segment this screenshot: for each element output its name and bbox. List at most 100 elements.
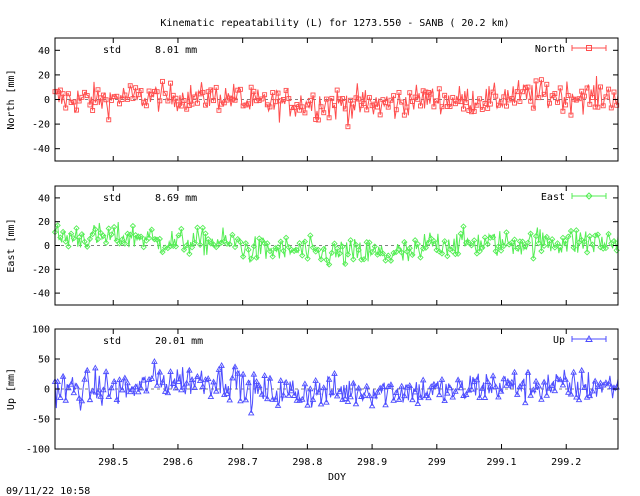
data-point (549, 236, 556, 243)
data-point (254, 98, 260, 104)
data-point (538, 395, 545, 402)
data-point (500, 375, 508, 382)
legend-swatch (571, 192, 607, 200)
data-point (200, 89, 206, 95)
data-point (347, 237, 354, 244)
data-point (567, 227, 575, 235)
data-point (280, 97, 286, 102)
data-point (170, 92, 176, 98)
data-point (159, 378, 166, 385)
data-point (484, 378, 491, 385)
data-point (442, 92, 448, 98)
data-point (323, 256, 330, 263)
data-point (586, 233, 593, 240)
y-tick-label: 40 (38, 46, 50, 57)
data-point (113, 396, 121, 402)
data-point (573, 97, 579, 103)
data-point (270, 90, 276, 95)
data-point (603, 94, 609, 100)
data-point (406, 245, 413, 252)
data-point (584, 85, 590, 91)
data-point (215, 365, 223, 372)
data-point (89, 230, 96, 238)
y-tick-label: 20 (38, 217, 50, 228)
data-point (331, 240, 338, 247)
x-tick-label: 298.5 (98, 457, 128, 468)
data-point (196, 241, 204, 248)
chart-title: Kinematic repeatability (L) for 1273.550… (160, 18, 509, 29)
data-point (513, 390, 521, 397)
data-point (590, 95, 595, 100)
data-point (578, 366, 585, 373)
data-point (264, 395, 271, 402)
data-point (199, 224, 206, 232)
data-point (347, 393, 354, 400)
data-point (100, 232, 107, 239)
data-point (606, 86, 612, 92)
data-point (151, 358, 158, 364)
data-point (430, 380, 438, 387)
data-point (419, 376, 427, 383)
data-point (129, 222, 137, 230)
data-point (168, 80, 174, 86)
data-point (242, 396, 250, 403)
data-point (452, 101, 458, 107)
data-point (567, 390, 575, 397)
data-point (608, 383, 615, 390)
data-point (197, 91, 203, 97)
data-point (320, 245, 327, 253)
data-point (289, 104, 294, 110)
data-point (597, 244, 604, 251)
data-point (140, 243, 147, 251)
data-point (522, 399, 529, 406)
data-point (119, 236, 126, 243)
data-point (489, 372, 497, 379)
data-point (350, 379, 357, 386)
data-point (172, 384, 180, 391)
data-point (74, 107, 79, 113)
data-point (576, 96, 582, 102)
data-point (269, 253, 276, 260)
data-point (482, 100, 488, 106)
data-point (500, 242, 507, 250)
data-point (63, 105, 69, 111)
data-point (148, 226, 155, 233)
x-tick-label: 298.6 (163, 457, 193, 468)
data-point (506, 97, 512, 103)
data-point (570, 244, 577, 251)
data-point (304, 401, 311, 408)
data-point (610, 237, 618, 245)
data-point (307, 232, 314, 239)
data-point (492, 248, 499, 255)
data-point (309, 244, 317, 251)
data-point (181, 98, 187, 103)
data-point (204, 375, 212, 382)
data-point (398, 382, 405, 389)
data-point (444, 389, 451, 396)
x-tick-label: 299.1 (486, 457, 516, 468)
data-point (479, 384, 486, 391)
data-point (231, 243, 239, 251)
data-point (575, 396, 583, 403)
data-point (90, 108, 96, 113)
data-point (67, 380, 75, 387)
data-point (65, 91, 71, 97)
data-point (352, 400, 360, 407)
data-point (102, 368, 110, 375)
panel-north: 40 20 0 -20 -40 North [mm] std 8.01 mm North (6, 37, 620, 162)
data-point (481, 394, 489, 400)
data-point (264, 240, 271, 247)
data-point (554, 375, 561, 382)
std-label: std (103, 336, 121, 347)
data-point (248, 255, 255, 262)
data-point (110, 223, 118, 231)
data-point (307, 97, 313, 103)
data-point (557, 85, 563, 91)
data-point (226, 241, 233, 248)
data-point (560, 108, 566, 114)
data-point (141, 99, 147, 105)
std-label: std (103, 45, 121, 56)
data-point (98, 95, 104, 101)
data-point (404, 104, 410, 110)
data-point (504, 103, 509, 109)
